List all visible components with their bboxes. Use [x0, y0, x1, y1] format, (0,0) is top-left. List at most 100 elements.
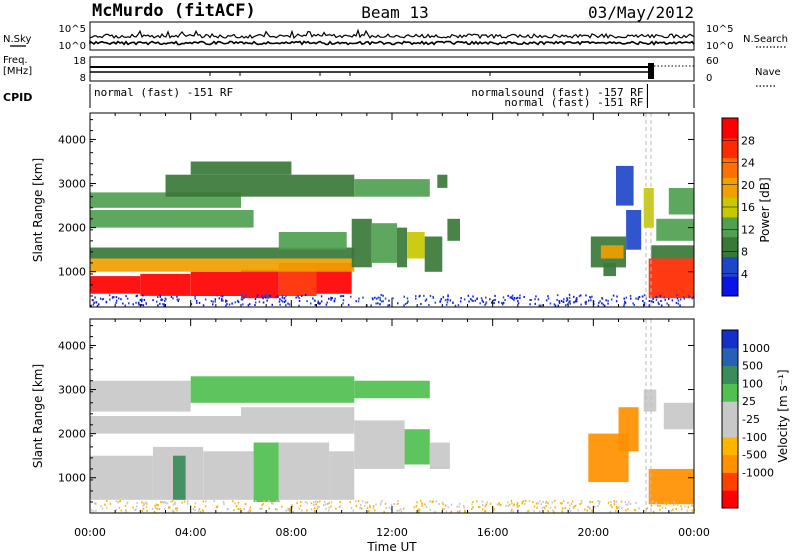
velocity-speckle: [512, 504, 515, 507]
power-speckle: [388, 304, 391, 307]
velocity-speckle: [477, 506, 480, 508]
velocity-speckle: [255, 500, 257, 502]
velocity-colorbar-swatch: [722, 454, 738, 473]
nave-tick-high: 60: [706, 56, 719, 67]
power-speckle: [556, 294, 559, 297]
velocity-colorbar-tick: -1000: [742, 466, 774, 479]
power-speckle: [218, 297, 221, 300]
power-ytick-label: 1000: [58, 266, 86, 279]
velocity-speckle: [288, 507, 291, 510]
velocity-speckle: [511, 508, 513, 511]
power-speckle: [320, 295, 323, 298]
freq-label-2: [MHz]: [3, 66, 32, 77]
power-speckle: [560, 299, 563, 302]
velocity-speckle: [652, 510, 655, 513]
velocity-speckle: [291, 507, 293, 510]
power-cell: [643, 188, 654, 228]
power-speckle: [599, 300, 601, 303]
power-speckle: [649, 300, 651, 302]
velocity-speckle: [616, 505, 618, 508]
power-speckle: [585, 294, 587, 297]
velocity-speckle: [543, 507, 546, 510]
power-speckle: [140, 303, 143, 306]
power-speckle: [331, 297, 333, 300]
velocity-speckle: [310, 502, 313, 505]
power-speckle: [568, 301, 570, 304]
velocity-speckle: [234, 502, 236, 505]
power-speckle: [375, 302, 377, 305]
velocity-speckle: [271, 502, 273, 505]
velocity-cell: [643, 389, 657, 412]
velocity-speckle: [659, 508, 661, 511]
power-speckle: [283, 297, 286, 300]
power-speckle: [370, 304, 372, 307]
velocity-speckle: [163, 501, 165, 503]
power-speckle: [277, 295, 279, 298]
velocity-speckle: [456, 505, 458, 508]
power-speckle: [597, 304, 600, 307]
power-speckle: [254, 301, 257, 304]
velocity-speckle: [278, 500, 281, 503]
power-speckle: [509, 296, 512, 299]
power-cell: [165, 174, 355, 197]
velocity-speckle: [115, 508, 117, 511]
velocity-speckle: [463, 506, 465, 509]
velocity-speckle: [153, 510, 156, 513]
power-speckle: [325, 303, 328, 306]
power-speckle: [472, 295, 474, 298]
velocity-speckle: [421, 504, 423, 507]
power-speckle: [445, 303, 448, 306]
power-speckle: [688, 296, 691, 298]
velocity-speckle: [380, 501, 382, 504]
power-speckle: [342, 299, 345, 302]
power-speckle: [242, 296, 245, 299]
velocity-cell: [90, 416, 241, 434]
power-speckle: [424, 299, 427, 302]
power-speckle: [452, 301, 454, 304]
velocity-speckle: [434, 510, 436, 513]
velocity-speckle: [397, 502, 399, 505]
power-speckle: [392, 297, 394, 300]
velocity-speckle: [450, 503, 453, 506]
power-speckle: [643, 294, 646, 297]
velocity-speckle: [118, 500, 120, 503]
power-speckle: [562, 300, 564, 303]
power-speckle: [517, 302, 520, 305]
power-speckle: [241, 293, 244, 296]
velocity-speckle: [646, 507, 648, 510]
velocity-speckle: [383, 510, 385, 513]
power-speckle: [658, 303, 660, 306]
power-speckle: [371, 297, 374, 300]
velocity-speckle: [545, 501, 547, 504]
velocity-ytick-label: 2000: [58, 428, 86, 441]
velocity-colorbar-tick: -25: [742, 413, 760, 426]
velocity-speckle: [292, 510, 294, 513]
velocity-speckle: [424, 503, 426, 506]
power-speckle: [504, 299, 506, 301]
velocity-speckle: [673, 500, 675, 503]
power-speckle: [535, 295, 537, 298]
velocity-speckle: [350, 506, 353, 509]
velocity-colorbar-tick: 1000: [742, 342, 770, 355]
velocity-speckle: [385, 506, 387, 509]
velocity-speckle: [692, 504, 695, 507]
xtick-label: 16:00: [477, 526, 509, 539]
power-speckle: [657, 301, 659, 304]
power-speckle: [415, 297, 417, 300]
power-speckle: [176, 298, 178, 301]
velocity-colorbar-swatch: [722, 347, 738, 367]
date-title: 03/May/2012: [588, 3, 694, 22]
cpid-panel: normal (fast) -151 RF normalsound (fast) …: [89, 84, 695, 109]
velocity-speckle: [521, 502, 523, 505]
velocity-speckle: [413, 506, 416, 509]
power-cell: [437, 174, 448, 188]
velocity-colorbar-tick: 25: [742, 395, 756, 408]
velocity-speckle: [484, 510, 486, 513]
velocity-speckle: [535, 502, 538, 505]
xtick-label: 08:00: [275, 526, 307, 539]
velocity-speckle: [193, 505, 196, 508]
velocity-speckle: [272, 502, 274, 505]
power-speckle: [284, 299, 287, 302]
velocity-speckle: [276, 508, 278, 511]
power-speckle: [578, 295, 581, 298]
